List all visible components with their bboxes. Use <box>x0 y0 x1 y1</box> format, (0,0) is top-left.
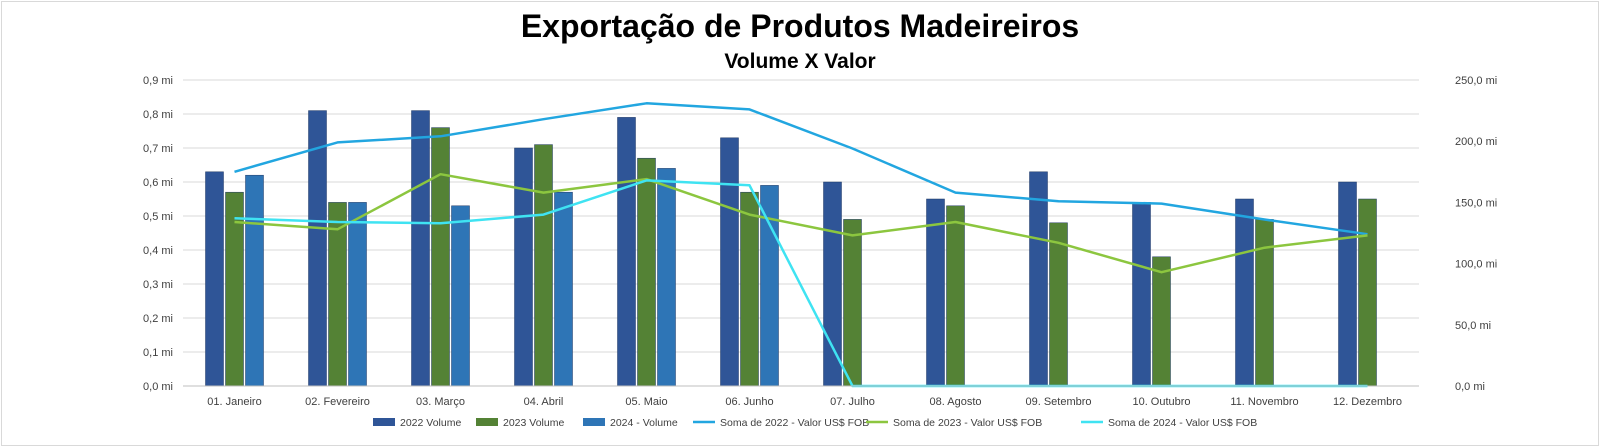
legend-swatch <box>373 418 395 426</box>
line-series <box>234 102 1368 236</box>
legend-swatch <box>476 418 498 426</box>
x-axis: 01. Janeiro 02. Fevereiro 03. Março 04. Abr… <box>183 385 1419 408</box>
bar <box>514 147 533 387</box>
bar <box>1029 171 1048 387</box>
gridlines <box>183 79 1419 387</box>
chart-subtitle: Volume X Valor <box>724 50 876 73</box>
left-tick-label: 0,0 mi <box>143 381 173 393</box>
bar <box>823 181 842 387</box>
legend-label: Soma de 2024 - Valor US$ FOB <box>1108 417 1257 429</box>
bar <box>843 219 862 387</box>
left-tick-label: 0,4 mi <box>143 245 173 257</box>
left-tick-label: 0,5 mi <box>143 211 173 223</box>
legend-label: 2022 Volume <box>400 417 461 429</box>
right-y-axis: 0,0 mi 50,0 mi 100,0 mi 150,0 mi 200,0 mi 250… <box>1455 75 1497 393</box>
line-series <box>234 172 1368 274</box>
bar <box>720 137 739 387</box>
bar <box>946 205 965 387</box>
left-y-axis: 0,0 mi 0,1 mi 0,2 mi 0,3 mi 0,4 mi 0,5 mi 0,6 … <box>143 75 173 393</box>
left-tick-label: 0,2 mi <box>143 313 173 325</box>
x-tick-label: 07. Julho <box>830 396 875 408</box>
bar <box>760 185 779 387</box>
x-tick-label: 06. Junho <box>725 396 773 408</box>
legend: 2022 Volume 2023 Volume 2024 - Volume Soma … <box>373 417 1257 429</box>
bar <box>926 198 945 387</box>
legend-label: Soma de 2023 - Valor US$ FOB <box>893 417 1042 429</box>
x-tick-label: 03. Março <box>416 396 465 408</box>
x-tick-label: 10. Outubro <box>1132 396 1190 408</box>
bar <box>1255 219 1274 387</box>
bar <box>617 117 636 387</box>
bar <box>740 191 759 387</box>
bar <box>1049 222 1068 387</box>
volume-bars <box>205 110 1377 387</box>
bar <box>1152 256 1171 387</box>
chart-title: Exportação de Produtos Madeireiros <box>520 8 1080 44</box>
x-tick-label: 05. Maio <box>625 396 667 408</box>
x-tick-label: 11. Novembro <box>1230 396 1298 408</box>
x-tick-label: 09. Setembro <box>1025 396 1091 408</box>
right-tick-label: 100,0 mi <box>1455 259 1497 271</box>
left-tick-label: 0,8 mi <box>143 109 173 121</box>
legend-label: 2024 - Volume <box>610 417 678 429</box>
bar <box>637 157 656 387</box>
legend-swatch <box>583 418 605 426</box>
bar <box>1235 198 1254 387</box>
right-tick-label: 50,0 mi <box>1455 320 1491 332</box>
bar <box>348 202 367 387</box>
left-tick-label: 0,6 mi <box>143 177 173 189</box>
right-tick-label: 250,0 mi <box>1455 75 1497 87</box>
left-tick-label: 0,9 mi <box>143 75 173 87</box>
bar <box>1132 202 1151 387</box>
bar <box>1338 181 1357 387</box>
bar <box>411 110 430 387</box>
legend-label: Soma de 2022 - Valor US$ FOB <box>720 417 869 429</box>
bar <box>554 191 573 387</box>
right-tick-label: 150,0 mi <box>1455 197 1497 209</box>
x-tick-label: 08. Agosto <box>930 396 982 408</box>
bar <box>451 205 470 387</box>
left-tick-label: 0,7 mi <box>143 143 173 155</box>
bar <box>431 127 450 387</box>
bar <box>245 174 264 387</box>
left-tick-label: 0,1 mi <box>143 347 173 359</box>
right-tick-label: 200,0 mi <box>1455 136 1497 148</box>
x-tick-label: 12. Dezembro <box>1333 396 1402 408</box>
left-tick-label: 0,3 mi <box>143 279 173 291</box>
bar <box>534 144 553 387</box>
value-lines <box>234 102 1368 388</box>
x-tick-label: 04. Abril <box>524 396 564 408</box>
bar <box>1358 198 1377 387</box>
legend-label: 2023 Volume <box>503 417 564 429</box>
bar <box>205 171 224 387</box>
right-tick-label: 0,0 mi <box>1455 381 1485 393</box>
line-series <box>234 179 1368 388</box>
x-tick-label: 02. Fevereiro <box>305 396 370 408</box>
bar <box>657 168 676 387</box>
x-tick-label: 01. Janeiro <box>207 396 261 408</box>
bar <box>308 110 327 387</box>
